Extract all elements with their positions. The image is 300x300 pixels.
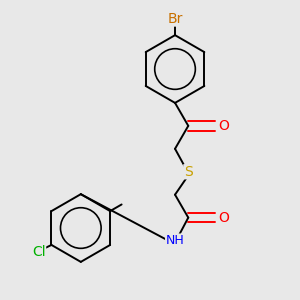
Text: Cl: Cl [32, 245, 46, 259]
Text: NH: NH [166, 234, 184, 247]
Text: Br: Br [167, 12, 183, 26]
Text: S: S [184, 165, 193, 179]
Text: O: O [218, 211, 229, 225]
Text: O: O [218, 119, 229, 133]
